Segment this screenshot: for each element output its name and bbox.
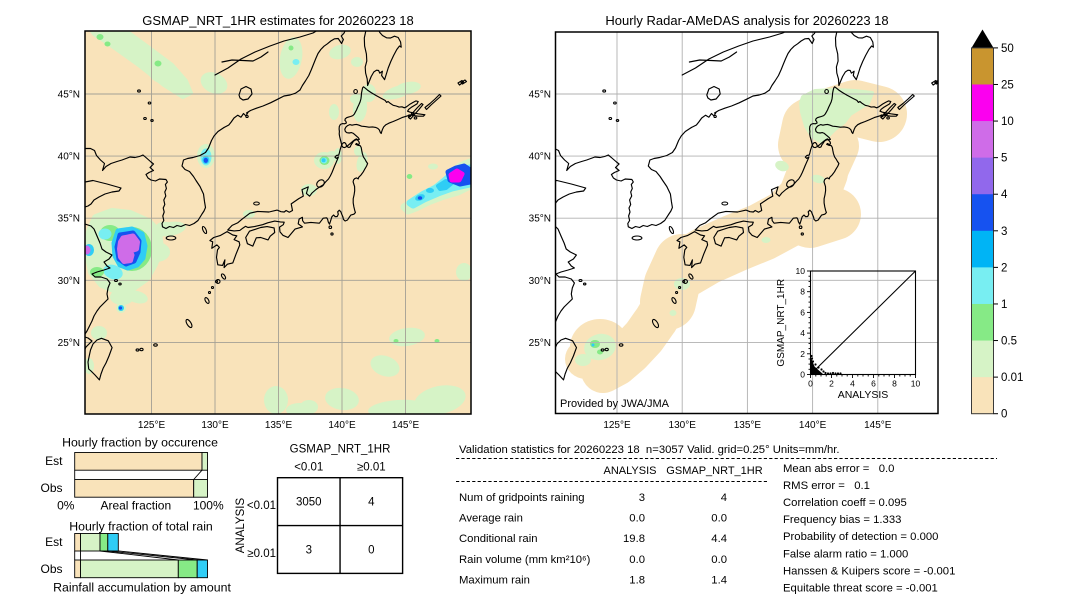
svg-text:4: 4 (850, 379, 855, 389)
svg-text:3050: 3050 (296, 497, 322, 509)
svg-text:19.8: 19.8 (623, 533, 645, 545)
svg-text:4: 4 (1001, 189, 1008, 201)
svg-text:35°N: 35°N (58, 214, 80, 225)
svg-text:Hanssen & Kuipers score = -0.0: Hanssen & Kuipers score = -0.001 (783, 565, 955, 577)
svg-text:10: 10 (1001, 116, 1014, 128)
svg-text:6: 6 (800, 307, 805, 317)
svg-text:1.8: 1.8 (629, 574, 645, 586)
svg-text:50: 50 (1001, 43, 1014, 55)
svg-text:0: 0 (1001, 409, 1007, 421)
svg-text:25°N: 25°N (58, 338, 80, 349)
svg-text:Est: Est (45, 454, 63, 468)
svg-text:8: 8 (800, 287, 805, 297)
svg-text:0.0: 0.0 (711, 554, 727, 566)
svg-text:4.4: 4.4 (711, 533, 727, 545)
svg-text:Obs: Obs (40, 481, 62, 495)
svg-text:10: 10 (796, 266, 806, 276)
svg-text:GSMAP_NRT_1HR: GSMAP_NRT_1HR (776, 279, 787, 367)
svg-text:0.01: 0.01 (1001, 372, 1023, 384)
svg-text:0: 0 (800, 370, 805, 380)
svg-text:40°N: 40°N (529, 152, 551, 163)
svg-text:False alarm ratio = 1.000: False alarm ratio = 1.000 (783, 548, 908, 560)
svg-text:Num of gridpoints raining: Num of gridpoints raining (459, 492, 585, 504)
svg-text:GSMAP_NRT_1HR estimates for 20: GSMAP_NRT_1HR estimates for 20260223 18 (142, 13, 413, 28)
svg-text:GSMAP_NRT_1HR: GSMAP_NRT_1HR (666, 465, 762, 477)
svg-text:145°E: 145°E (392, 420, 420, 431)
svg-text:Hourly fraction of total rain: Hourly fraction of total rain (69, 520, 213, 534)
svg-text:1: 1 (1001, 299, 1007, 311)
svg-text:Average rain: Average rain (459, 513, 523, 525)
svg-text:4: 4 (368, 497, 375, 509)
svg-text:4: 4 (721, 492, 727, 504)
svg-text:0: 0 (368, 545, 374, 557)
svg-text:140°E: 140°E (799, 420, 827, 431)
svg-text:ANALYSIS: ANALYSIS (235, 498, 247, 554)
svg-text:ANALYSIS: ANALYSIS (604, 465, 657, 477)
svg-text:≥0.01: ≥0.01 (247, 548, 276, 560)
svg-text:Rain volume (mm km²10⁶): Rain volume (mm km²10⁶) (459, 554, 591, 566)
svg-text:130°E: 130°E (201, 420, 229, 431)
svg-text:135°E: 135°E (265, 420, 293, 431)
svg-text:Hourly fraction by occurence: Hourly fraction by occurence (62, 436, 218, 450)
svg-text:<0.01: <0.01 (294, 462, 323, 474)
svg-text:2: 2 (829, 379, 834, 389)
svg-text:8: 8 (892, 379, 897, 389)
svg-text:100%: 100% (193, 499, 224, 513)
svg-text:0.0: 0.0 (629, 554, 645, 566)
svg-text:0%: 0% (57, 499, 75, 513)
svg-text:0.0: 0.0 (629, 513, 645, 525)
svg-text:3: 3 (639, 492, 645, 504)
svg-text:<0.01: <0.01 (247, 500, 276, 512)
svg-text:Provided by JWA/JMA: Provided by JWA/JMA (560, 398, 670, 410)
svg-text:2: 2 (800, 349, 805, 359)
svg-text:3: 3 (1001, 226, 1007, 238)
svg-text:130°E: 130°E (669, 420, 697, 431)
svg-text:RMS error = 0.1: RMS error = 0.1 (783, 480, 870, 492)
svg-text:Correlation coeff = 0.095: Correlation coeff = 0.095 (783, 497, 907, 509)
svg-text:125°E: 125°E (603, 420, 631, 431)
svg-text:125°E: 125°E (138, 420, 166, 431)
svg-text:Frequency bias = 1.333: Frequency bias = 1.333 (783, 514, 901, 526)
svg-text:6: 6 (871, 379, 876, 389)
svg-text:25°N: 25°N (529, 338, 551, 349)
svg-text:≥0.01: ≥0.01 (357, 462, 386, 474)
svg-text:Equitable threat score = -0.00: Equitable threat score = -0.001 (783, 583, 938, 595)
svg-text:45°N: 45°N (529, 90, 551, 101)
svg-text:0.0: 0.0 (711, 513, 727, 525)
svg-text:40°N: 40°N (58, 152, 80, 163)
svg-text:2: 2 (1001, 262, 1007, 274)
svg-text:Mean abs error = 0.0: Mean abs error = 0.0 (783, 463, 894, 475)
svg-text:GSMAP_NRT_1HR: GSMAP_NRT_1HR (290, 444, 391, 456)
svg-text:Validation statistics for 2026: Validation statistics for 20260223 18 n=… (459, 444, 840, 456)
svg-text:ANALYSIS: ANALYSIS (838, 389, 889, 401)
svg-text:1.4: 1.4 (711, 574, 727, 586)
svg-text:30°N: 30°N (58, 276, 80, 287)
svg-text:3: 3 (306, 545, 312, 557)
svg-text:Conditional rain: Conditional rain (459, 533, 538, 545)
svg-text:0.5: 0.5 (1001, 336, 1017, 348)
svg-text:10: 10 (911, 379, 921, 389)
svg-text:45°N: 45°N (58, 90, 80, 101)
svg-text:Areal fraction: Areal fraction (100, 499, 171, 513)
svg-text:Rainfall accumulation by amoun: Rainfall accumulation by amount (53, 581, 231, 595)
svg-text:Est: Est (45, 535, 63, 549)
svg-text:5: 5 (1001, 153, 1007, 165)
svg-text:135°E: 135°E (734, 420, 762, 431)
svg-text:30°N: 30°N (529, 276, 551, 287)
svg-text:Probability of detection = 0.: Probability of detection = 0.000 (783, 531, 938, 543)
svg-text:4: 4 (800, 328, 805, 338)
svg-text:0: 0 (808, 379, 813, 389)
svg-text:Obs: Obs (40, 562, 62, 576)
svg-text:145°E: 145°E (864, 420, 892, 431)
svg-text:25: 25 (1001, 79, 1014, 91)
svg-text:Maximum rain: Maximum rain (459, 574, 530, 586)
svg-text:140°E: 140°E (328, 420, 356, 431)
svg-text:Hourly Radar-AMeDAS analysis f: Hourly Radar-AMeDAS analysis for 2026022… (605, 13, 888, 28)
svg-text:35°N: 35°N (529, 214, 551, 225)
